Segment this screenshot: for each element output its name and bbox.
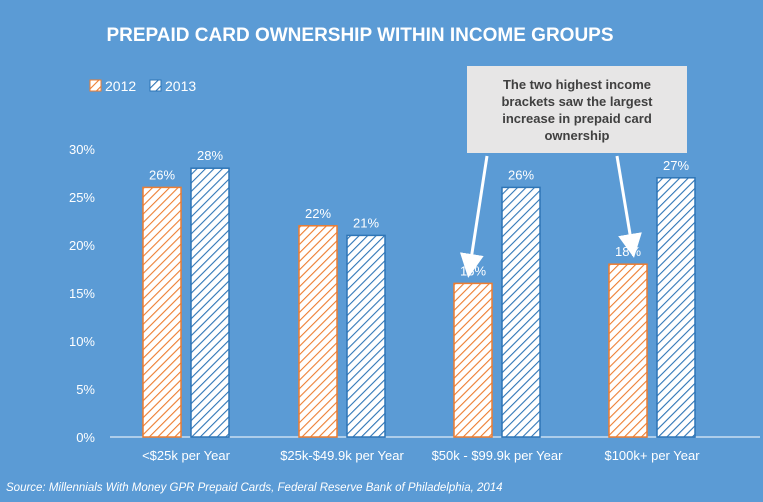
bar-2013-2 [501,186,541,438]
x-tick-label: $25k-$49.9k per Year [280,448,404,463]
bar-value-label: 26% [149,167,175,182]
y-tick-label: 10% [69,334,95,349]
bar-value-label: 28% [197,148,223,163]
y-tick-label: 20% [69,238,95,253]
legend-swatch-2012 [89,79,102,92]
x-tick-label: $100k+ per Year [604,448,700,463]
bar-2013-1 [346,234,386,438]
x-axis: <$25k per Year $25k-$49.9k per Year $50k -… [142,448,700,463]
y-tick-label: 5% [76,382,95,397]
chart-title: PREPAID CARD OWNERSHIP WITHIN INCOME GRO… [106,25,613,46]
y-tick-label: 25% [69,190,95,205]
bar-value-label: 18% [615,244,641,259]
y-tick-label: 30% [69,142,95,157]
bar-2012-3 [608,263,648,438]
y-axis: 0% 5% 10% 15% 20% 25% 30% [69,142,95,445]
bar-value-label: 27% [663,158,689,173]
bar-value-label: 21% [353,215,379,230]
legend-label-2013: 2013 [165,78,196,94]
callout-arrow-1 [459,155,489,278]
bar-value-label: 22% [305,206,331,221]
source-note: Source: Millennials With Money GPR Prepa… [6,482,503,494]
legend: 2012 2013 [89,78,196,94]
bars: 26% 28% 22% 21% 16% 26% 18% 27% [142,148,696,438]
bar-2013-0 [190,167,230,438]
x-tick-label: <$25k per Year [142,448,230,463]
bar-2012-1 [298,225,338,438]
bar-value-label: 26% [508,167,534,182]
bar-2012-2 [453,282,493,438]
legend-swatch-2013 [149,79,162,92]
y-tick-label: 15% [69,286,95,301]
annotation-callout: The two highest income brackets saw the … [467,66,687,153]
bar-value-label: 16% [460,263,486,278]
y-tick-label: 0% [76,430,95,445]
bar-2013-3 [656,177,696,438]
x-tick-label: $50k - $99.9k per Year [432,448,563,463]
callout-arrow-2 [615,155,642,258]
bar-2012-0 [142,186,182,438]
legend-label-2012: 2012 [105,78,136,94]
